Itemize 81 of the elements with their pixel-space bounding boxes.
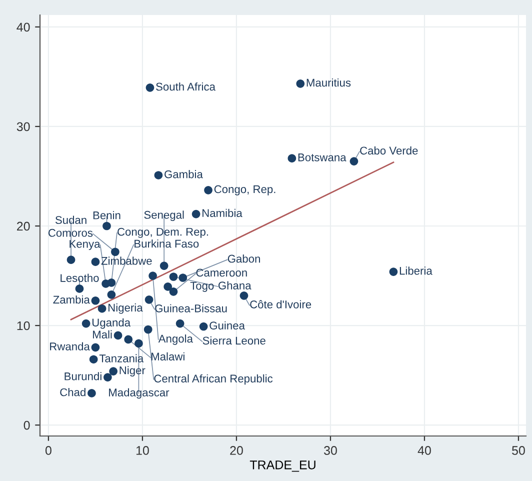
point <box>148 272 157 280</box>
annotation: Angola <box>158 334 193 345</box>
point <box>75 284 84 293</box>
x-axis-title: TRADE_EU <box>250 460 316 472</box>
point <box>91 296 100 305</box>
annotation: Togo <box>190 282 214 292</box>
annotation: Guinea-Bissau <box>155 304 227 312</box>
point <box>91 343 100 352</box>
annotation: Cameroon <box>196 268 247 277</box>
annotation: Comoros <box>48 228 93 237</box>
y-tick-label: 10 <box>17 321 30 330</box>
annotation: Benin <box>93 211 120 220</box>
point <box>82 319 90 328</box>
annotation: Côte d'Ivoire <box>250 300 312 308</box>
annotation: Gabon <box>228 254 260 263</box>
annotation: Liberia <box>400 266 432 275</box>
annotation: Zambia <box>53 295 90 304</box>
point <box>124 335 133 344</box>
point <box>102 222 111 230</box>
point <box>109 367 118 376</box>
point <box>144 325 152 334</box>
point <box>91 258 100 266</box>
annotation: Lesotho <box>60 274 99 282</box>
x-tick-label: 50 <box>512 446 525 455</box>
point <box>146 83 154 92</box>
point <box>240 292 248 300</box>
point <box>296 80 305 88</box>
annotation: South Africa <box>156 82 216 91</box>
annotation: Mali <box>93 330 112 338</box>
annotation: Gambia <box>164 170 203 178</box>
point <box>104 373 112 382</box>
point <box>389 268 398 276</box>
point <box>88 389 96 398</box>
x-tick-label: 20 <box>230 446 243 455</box>
x-tick-label: 30 <box>324 446 337 455</box>
point <box>350 157 358 166</box>
point <box>199 322 208 331</box>
annotation: Madagascar <box>109 388 170 399</box>
annotation: Ghana <box>218 281 252 290</box>
point <box>176 319 184 328</box>
point <box>192 210 200 218</box>
annotation: Senegal <box>144 210 184 221</box>
point <box>154 171 163 180</box>
annotation: Sudan <box>55 216 86 224</box>
y-tick-label: 30 <box>16 122 30 132</box>
point <box>111 248 120 256</box>
annotation: Nigeria <box>108 303 143 314</box>
point <box>204 186 212 194</box>
point <box>114 331 122 340</box>
annotation: Chad <box>60 388 86 396</box>
point <box>144 295 154 304</box>
point <box>169 288 178 296</box>
y-tick-label: 20 <box>17 222 30 231</box>
annotation: Namibia <box>202 208 242 218</box>
annotation: Congo, Rep. <box>214 185 276 196</box>
annotation: Sierra Leone <box>202 336 266 345</box>
x-tick-label: 0 <box>45 446 52 455</box>
x-tick-label: 10 <box>136 446 149 455</box>
point <box>169 272 178 281</box>
point <box>107 278 116 287</box>
annotation: Kenya <box>70 240 100 250</box>
annotation: Uganda <box>92 318 131 329</box>
point <box>98 304 106 313</box>
point <box>164 282 172 291</box>
point <box>89 355 98 364</box>
point <box>66 256 76 264</box>
annotation: Rwanda <box>50 342 90 350</box>
annotation: Burundi <box>64 372 102 380</box>
annotation: Central African Republic <box>154 374 273 385</box>
point <box>288 154 296 162</box>
annotation: Mauritius <box>306 78 351 87</box>
y-tick-label: 0 <box>24 420 30 430</box>
annotation: Guinea <box>210 321 245 330</box>
point <box>134 339 143 348</box>
annotation: Botswana <box>298 154 346 162</box>
y-tick-label: 40 <box>16 22 30 32</box>
x-tick-label: 40 <box>418 446 431 455</box>
annotation: Malawi <box>151 352 184 360</box>
point <box>107 290 116 299</box>
annotation: Cabo Verde <box>360 146 418 155</box>
point <box>160 262 168 270</box>
